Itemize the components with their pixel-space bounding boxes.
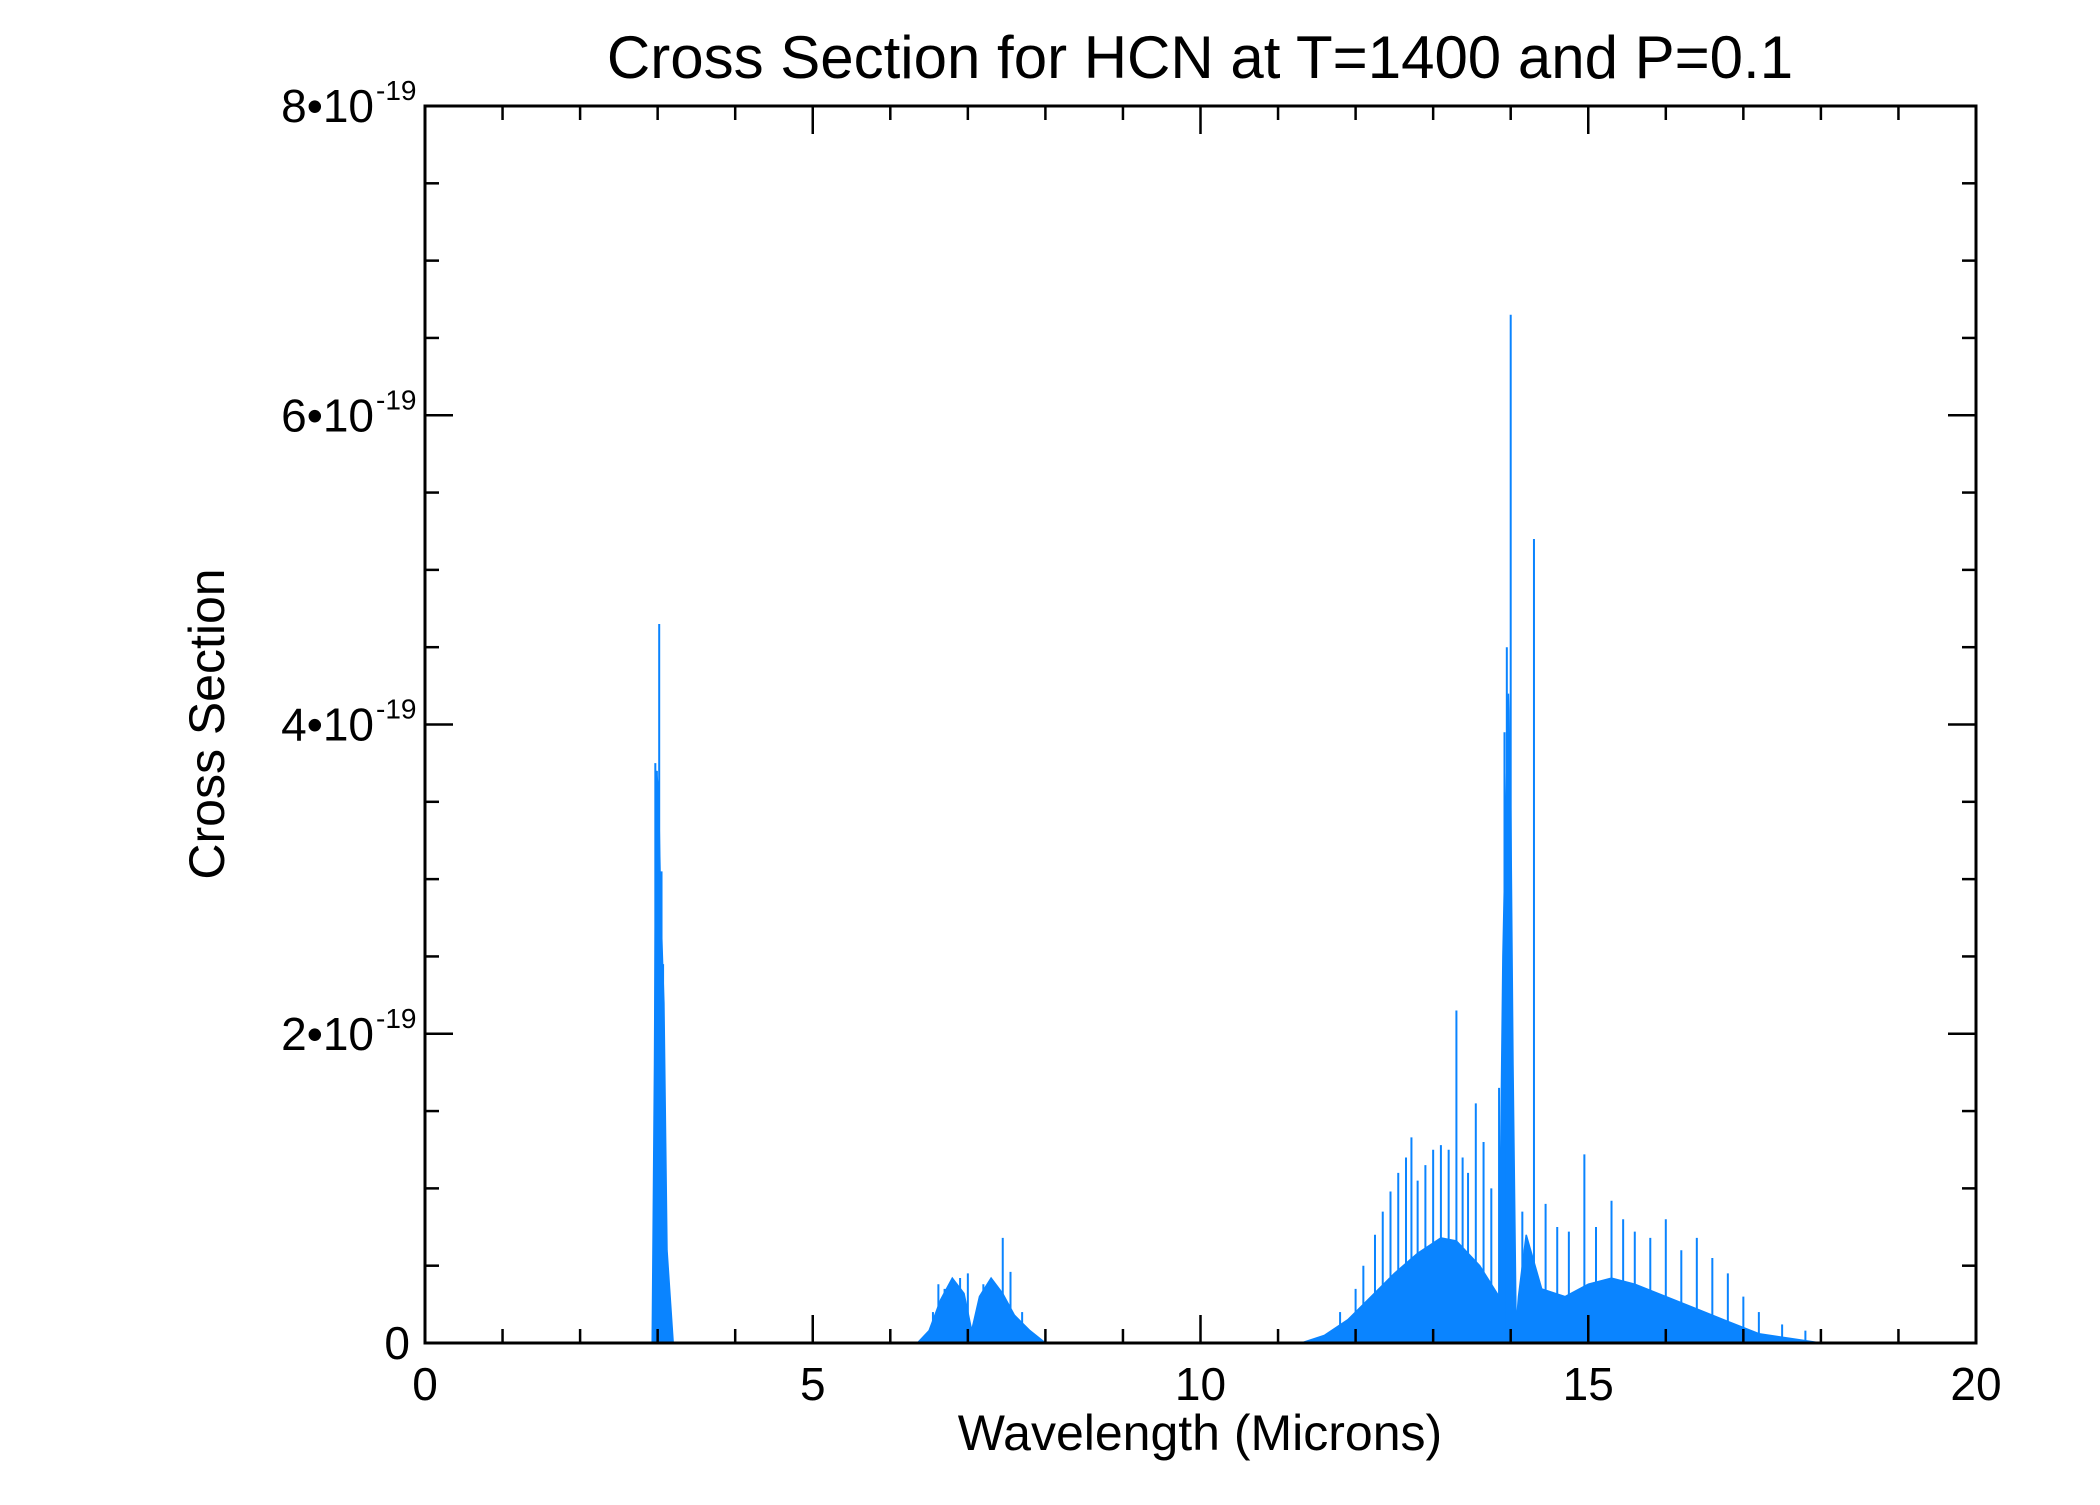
axis-ticks	[423, 104, 1978, 1345]
y-tick-label: 6•10	[281, 389, 374, 441]
y-tick-label: 0	[384, 1317, 410, 1369]
y-tick-exponent: -19	[376, 694, 416, 725]
y-tick-mantissa: 6•10	[281, 389, 374, 441]
y-tick-mantissa: 2•10	[281, 1008, 374, 1060]
x-tick-label: 0	[412, 1358, 438, 1410]
y-tick-exponent: -19	[376, 384, 416, 415]
x-axis-label: Wavelength (Microns)	[958, 1405, 1442, 1461]
y-tick-mantissa: 0	[384, 1317, 410, 1369]
y-tick-label: 4•10	[281, 699, 374, 751]
y-tick-exponent: -19	[376, 75, 416, 106]
x-tick-label: 15	[1563, 1358, 1614, 1410]
x-tick-label: 5	[800, 1358, 826, 1410]
y-axis-label: Cross Section	[179, 568, 235, 879]
chart-title: Cross Section for HCN at T=1400 and P=0.…	[607, 24, 1793, 91]
y-tick-mantissa: 4•10	[281, 699, 374, 751]
y-tick-label: 8•10	[281, 80, 374, 132]
y-tick-mantissa: 8•10	[281, 80, 374, 132]
y-tick-labels: 02•10 -194•10 -196•10 -198•10 -19	[281, 75, 416, 1369]
x-tick-label: 20	[1950, 1358, 2001, 1410]
spectrum-envelope	[463, 693, 1976, 1344]
x-tick-label: 10	[1175, 1358, 1226, 1410]
y-tick-exponent: -19	[376, 1003, 416, 1034]
x-tick-labels: 0 5 10 15 20	[412, 1358, 2001, 1410]
y-tick-label: 2•10	[281, 1008, 374, 1060]
plot-area	[463, 314, 1976, 1344]
